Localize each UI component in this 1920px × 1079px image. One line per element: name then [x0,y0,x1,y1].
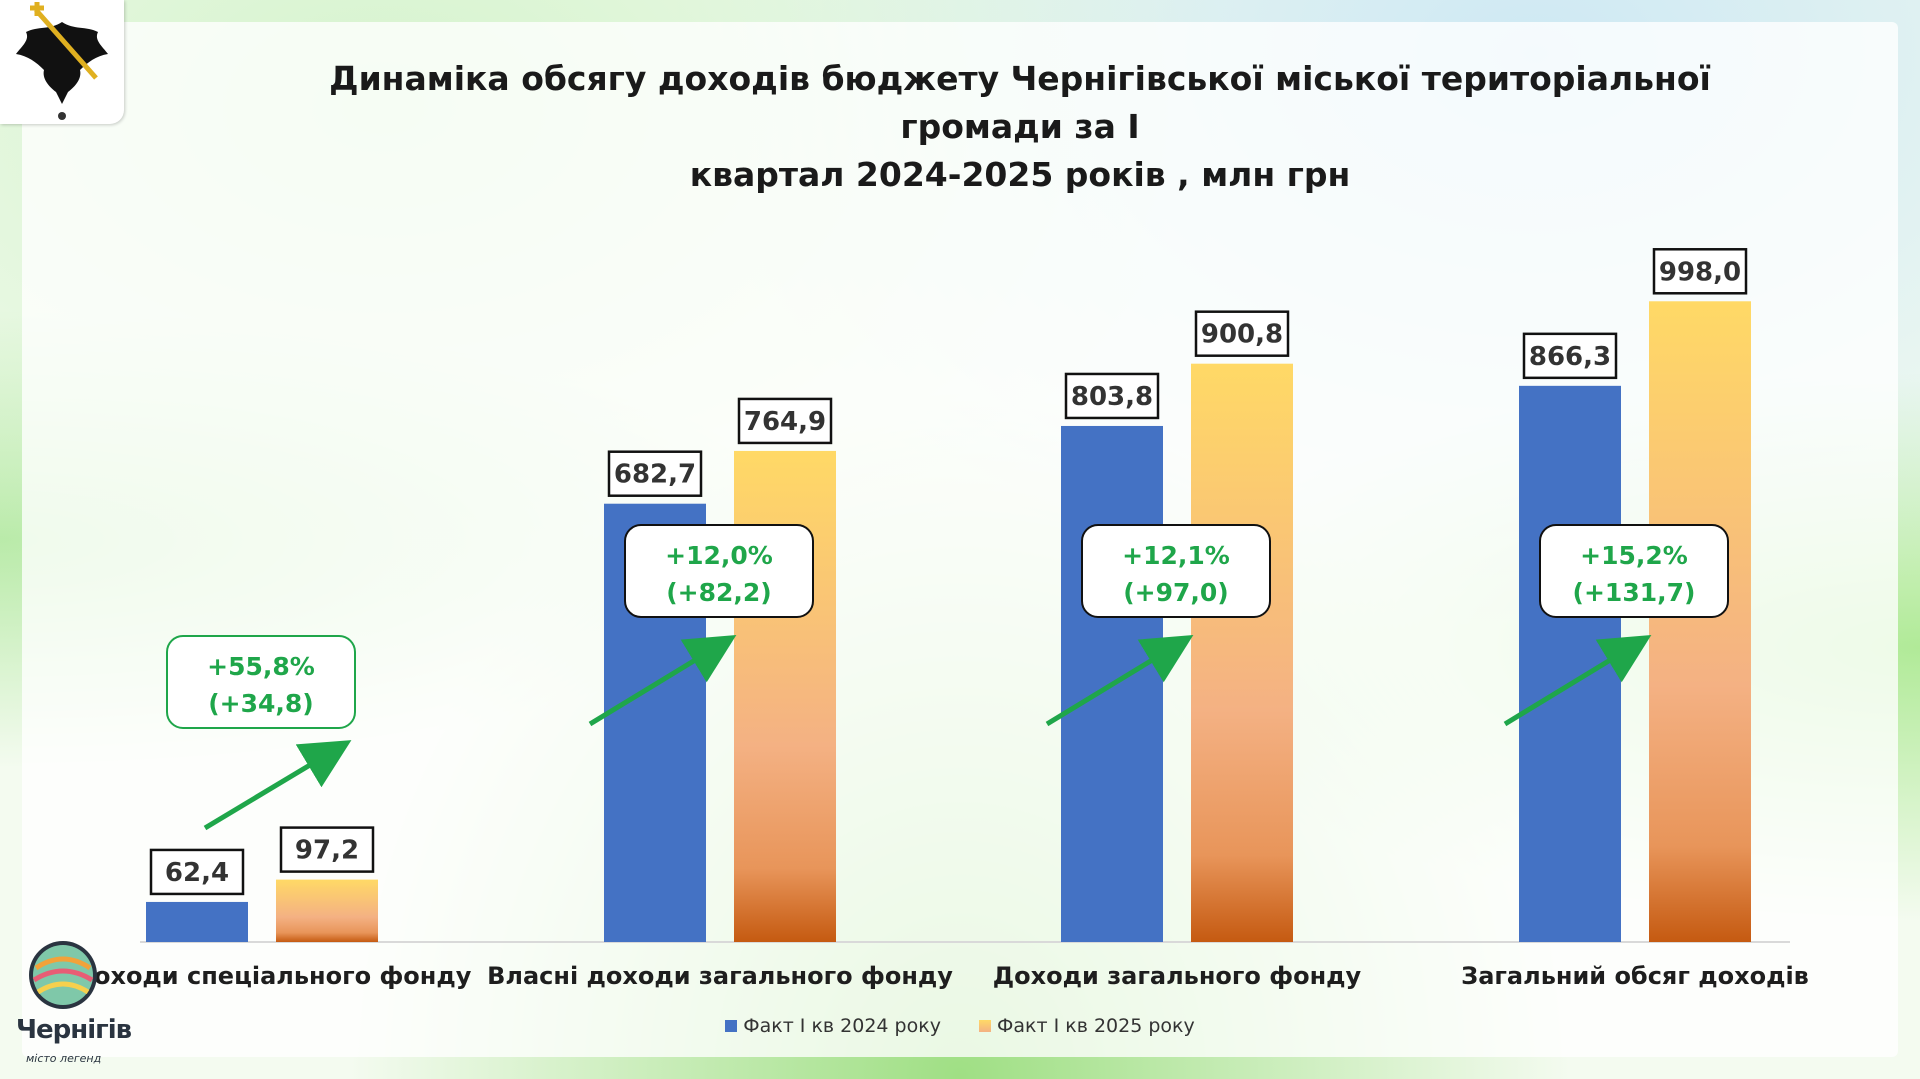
title-line-1: Динаміка обсягу доходів бюджету Чернігів… [329,59,1711,146]
legend-label-2025: Факт І кв 2025 року [997,1015,1195,1037]
logo-tagline: місто легенд [26,1052,102,1065]
value-label-box-0-1 [607,450,703,497]
growth-percent-1: +12,0% [665,541,773,570]
growth-arrow-icon-1 [588,635,737,727]
category-label-2: Доходи загального фонду [992,962,1362,990]
value-label-box-0-3 [1522,332,1618,380]
value-label-1-1: 764,9 [744,407,826,437]
growth-delta-3: (+131,7) [1573,578,1696,607]
value-label-0-0: 62,4 [165,858,229,888]
growth-box-2 [1081,524,1271,618]
growth-box-3 [1539,524,1729,618]
growth-delta-2: (+97,0) [1123,578,1228,607]
bar-2025-0 [276,879,378,942]
value-label-box-1-2 [1194,310,1290,357]
value-label-0-2: 803,8 [1071,382,1153,412]
growth-percent-0: +55,8% [207,652,315,681]
legend-item-2025: Факт І кв 2025 року [979,1015,1195,1037]
growth-box-0 [166,635,356,729]
growth-percent-3: +15,2% [1580,541,1688,570]
legend-label-2024: Факт І кв 2024 року [743,1015,941,1037]
bar-2025-2 [1191,363,1293,942]
growth-delta-1: (+82,2) [666,578,771,607]
growth-box-1 [624,524,814,618]
growth-delta-0: (+34,8) [208,689,313,718]
value-label-0-1: 682,7 [614,460,696,490]
bar-2024-0 [146,901,248,942]
category-label-1: Власні доходи загального фонду [487,962,953,990]
value-label-1-0: 97,2 [295,836,359,866]
value-label-1-3: 998,0 [1659,257,1741,287]
legend-swatch-2024 [725,1020,738,1032]
title-line-2: квартал 2024-2025 років , млн грн [689,155,1351,194]
value-label-box-1-3 [1652,248,1748,295]
bar-2025-3 [1649,301,1751,942]
chernihiv-logo-icon [29,941,97,1009]
chart-title: Динаміка обсягу доходів бюджету Чернігів… [260,55,1780,199]
category-label-0: Доходи спеціального фонду [72,962,472,990]
category-label-3: Загальний обсяг доходів [1461,962,1809,990]
value-label-box-0-2 [1064,372,1160,420]
growth-arrow-icon-3 [1503,635,1652,727]
logo-name: Чернігів [16,1015,132,1045]
growth-percent-2: +12,1% [1122,541,1230,570]
legend-item-2024: Факт І кв 2024 року [725,1015,941,1037]
city-crest-icon [0,0,124,124]
value-label-0-3: 866,3 [1529,342,1611,372]
value-label-box-1-1 [737,397,833,445]
value-label-1-2: 900,8 [1201,320,1283,350]
value-label-box-0-0 [149,848,245,896]
chart-legend: Факт І кв 2024 року Факт І кв 2025 року [0,1015,1920,1037]
growth-arrow-icon-0 [203,740,352,831]
growth-arrow-icon-2 [1045,635,1194,727]
value-label-box-1-0 [279,826,375,873]
legend-swatch-2025 [979,1020,992,1032]
